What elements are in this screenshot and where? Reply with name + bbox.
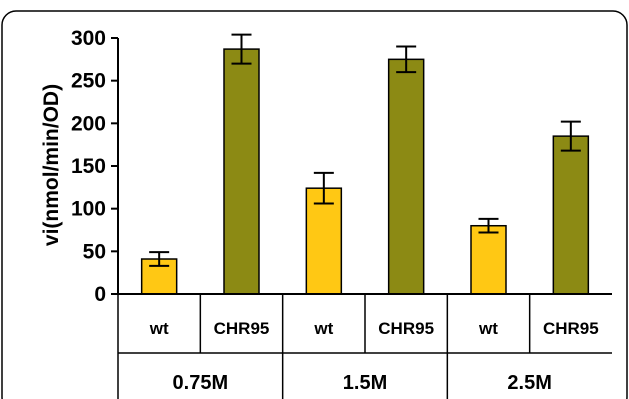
y-tick-label: 300 <box>71 27 106 50</box>
bar-chr95-0.75m <box>223 48 260 295</box>
group-label: 1.5M <box>343 372 387 394</box>
y-axis: 0 50 100 150 200 250 300 <box>71 27 119 306</box>
y-tick-label: 0 <box>94 283 106 306</box>
category-label: wt <box>313 319 333 338</box>
category-label: CHR95 <box>214 319 270 338</box>
group-label: 0.75M <box>173 372 229 394</box>
y-tick-label: 200 <box>71 112 106 135</box>
category-label: wt <box>149 319 169 338</box>
y-axis-label: vi(nmol/min/OD) <box>40 84 63 246</box>
bar-wt-1.5m <box>305 187 343 295</box>
bar-wt-2.5m <box>470 224 507 295</box>
category-label: CHR95 <box>378 319 434 338</box>
bars <box>140 33 590 295</box>
y-tick-label: 50 <box>83 240 106 263</box>
group-label: 2.5M <box>507 372 551 394</box>
category-label: wt <box>478 319 498 338</box>
category-table: wt CHR95 0.75M wt CHR95 1.5M wt CHR95 2.5M <box>117 293 612 399</box>
bar-chr95-1.5m <box>387 58 425 295</box>
y-tick-label: 100 <box>71 198 106 221</box>
y-tick-label: 150 <box>71 155 106 178</box>
bar-chr95-2.5m <box>552 135 590 295</box>
y-tick-label: 250 <box>71 70 106 93</box>
category-label: CHR95 <box>543 319 599 338</box>
